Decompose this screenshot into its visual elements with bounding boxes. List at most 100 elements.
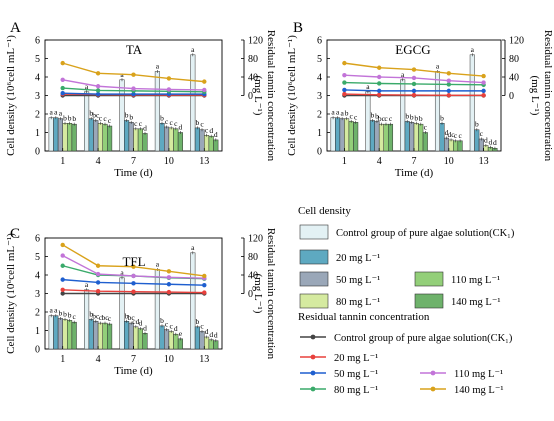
tannin-point <box>446 78 451 83</box>
tannin-point <box>481 73 486 79</box>
y-tick-label: 3 <box>35 289 40 300</box>
tannin-point <box>95 91 101 97</box>
legend-line-marker <box>430 370 436 376</box>
bar-letter: a <box>54 306 58 315</box>
tannin-point <box>131 273 136 279</box>
bar <box>339 118 345 152</box>
bar <box>137 128 143 152</box>
bar-letter: b <box>59 308 63 317</box>
y-tick-label: 5 <box>317 54 322 65</box>
bar-letter: b <box>129 112 133 121</box>
bar-letter: b <box>410 112 414 121</box>
y2-axis-label: Residual tannin concentration <box>265 30 277 162</box>
bar-letter: a <box>436 61 440 70</box>
bar <box>154 71 160 152</box>
bar-letter: b <box>440 113 444 122</box>
bar <box>444 137 450 152</box>
tannin-point <box>342 91 347 97</box>
bar <box>93 120 99 152</box>
bar <box>48 117 54 152</box>
bar <box>439 123 445 152</box>
bar <box>204 336 210 350</box>
bar-letter: a <box>50 306 54 315</box>
x-tick-label: 7 <box>131 354 136 365</box>
tannin-point <box>166 76 172 81</box>
y2-tick-label: 120 <box>248 234 263 245</box>
bar-letter: c <box>480 129 484 138</box>
bar <box>448 139 454 152</box>
y2-axis-label-unit: (mg L⁻¹) <box>252 76 264 116</box>
x-tick-label: 4 <box>377 156 382 167</box>
bar-letter: a <box>59 109 63 118</box>
tannin-point <box>202 273 207 279</box>
bar <box>142 333 148 350</box>
bar <box>199 331 205 350</box>
tannin-point <box>131 86 136 91</box>
bar <box>133 128 139 152</box>
y2-axis-label-unit: (mg L⁻¹) <box>252 274 264 314</box>
bar-letter: c <box>424 123 428 132</box>
x-axis-label: Time (d) <box>114 365 153 377</box>
tannin-point <box>411 67 417 72</box>
bar-letter: b <box>63 113 67 122</box>
bar <box>330 117 336 152</box>
tannin-point <box>95 88 101 93</box>
bar <box>128 122 134 152</box>
y-axis-label: Cell density (10⁶cell mL⁻¹) <box>5 35 17 156</box>
y-tick-label: 5 <box>35 252 40 263</box>
bar <box>88 118 94 152</box>
bar <box>335 117 341 152</box>
bar-letter: c <box>384 114 388 123</box>
bar-letter: a <box>85 82 89 91</box>
tannin-point <box>377 74 382 80</box>
tannin-point <box>446 93 451 98</box>
y2-tick-label: 120 <box>509 36 524 47</box>
bar-letter: b <box>419 114 423 123</box>
bar-letter: b <box>414 113 418 122</box>
bar-letter: a <box>85 280 89 289</box>
bar-letter: d <box>445 128 449 137</box>
bar-letter: b <box>89 309 93 318</box>
bar-letter: a <box>54 108 58 117</box>
tannin-point <box>95 84 101 89</box>
tannin-point <box>60 263 65 268</box>
y-tick-label: 3 <box>317 91 322 102</box>
tannin-point <box>131 289 136 294</box>
y-tick-label: 3 <box>35 91 40 102</box>
bar-letter: d <box>209 126 213 135</box>
tannin-point <box>166 275 172 280</box>
bar-letter: d <box>143 123 147 132</box>
tannin-point <box>60 291 65 296</box>
x-tick-label: 13 <box>479 156 489 167</box>
bar-letter: bc <box>92 110 100 119</box>
y-tick-label: 6 <box>35 36 40 47</box>
legend-swatch <box>299 249 329 265</box>
legend-tannin-title: Residual tannin concentration <box>298 311 430 323</box>
bar-letter: c <box>170 321 174 330</box>
bar <box>53 117 59 152</box>
bar <box>208 135 214 152</box>
bar-letter: a <box>120 268 124 277</box>
bar-letter: c <box>205 125 209 134</box>
tannin-point <box>342 60 347 66</box>
bar-letter: d <box>484 135 488 144</box>
tannin-point <box>60 90 65 96</box>
bar <box>133 326 139 350</box>
tannin-point <box>342 87 347 93</box>
tannin-point <box>60 85 65 91</box>
bar <box>119 277 125 350</box>
bar-letter: c <box>139 119 143 128</box>
x-tick-label: 10 <box>444 156 454 167</box>
bar <box>124 321 130 350</box>
tannin-point <box>131 264 136 269</box>
tannin-point <box>166 289 172 295</box>
bar-letter: c <box>354 112 358 121</box>
bar-letter: d <box>143 323 147 332</box>
bar <box>97 123 103 152</box>
tannin-point <box>377 92 382 98</box>
bar <box>128 322 134 350</box>
tannin-point <box>95 288 101 294</box>
tannin-point <box>60 287 65 292</box>
y-tick-label: 4 <box>35 271 40 282</box>
y-tick-label: 4 <box>317 73 322 84</box>
